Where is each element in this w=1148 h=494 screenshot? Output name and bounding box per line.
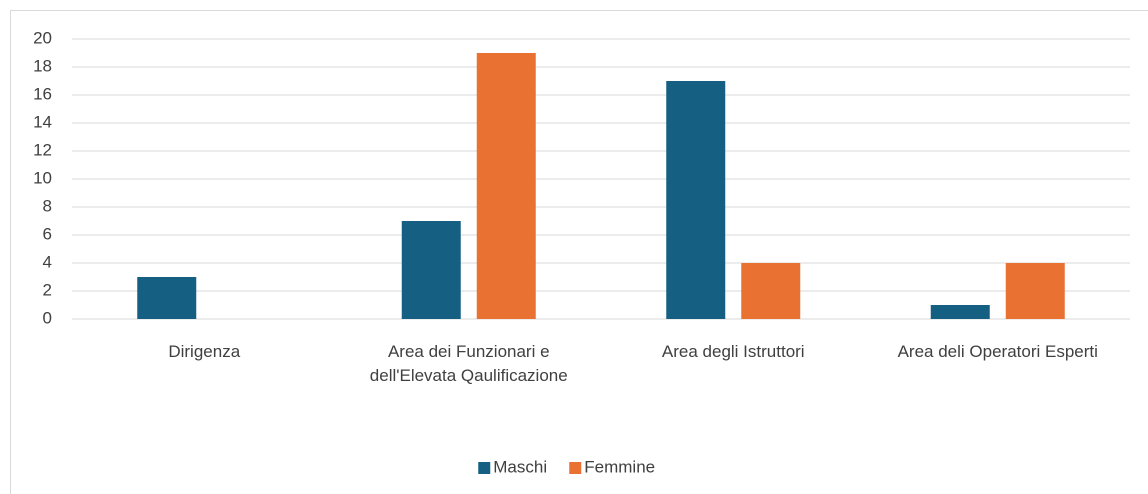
legend-label: Femmine	[584, 457, 655, 476]
y-tick-label: 4	[43, 252, 52, 271]
legend-swatch	[478, 462, 491, 474]
y-tick-label: 6	[43, 224, 52, 243]
y-tick-label: 14	[33, 112, 52, 131]
y-tick-label: 16	[33, 84, 52, 103]
bar	[666, 81, 726, 319]
y-tick-label: 12	[33, 140, 52, 159]
y-tick-label: 20	[33, 28, 52, 47]
x-tick-label: Area degli Istruttori	[661, 342, 805, 361]
bar	[137, 277, 197, 319]
bar	[1005, 263, 1065, 319]
bar	[741, 263, 801, 319]
y-tick-label: 10	[33, 168, 52, 187]
bar	[476, 53, 536, 319]
y-tick-label: 8	[43, 196, 52, 215]
legend-swatch	[569, 462, 582, 474]
y-tick-label: 2	[43, 280, 52, 299]
x-tick-label: Area dei Funzionari e dell'Elevata Qauli…	[369, 342, 568, 385]
bar	[930, 305, 990, 319]
chart-border	[10, 10, 1148, 494]
y-tick-label: 0	[43, 308, 52, 327]
legend-label: Maschi	[493, 457, 547, 476]
x-tick-label: Area deli Operatori Esperti	[897, 342, 1098, 361]
y-tick-label: 18	[33, 56, 52, 75]
x-tick-label: Dirigenza	[168, 342, 241, 361]
bar	[401, 221, 461, 319]
